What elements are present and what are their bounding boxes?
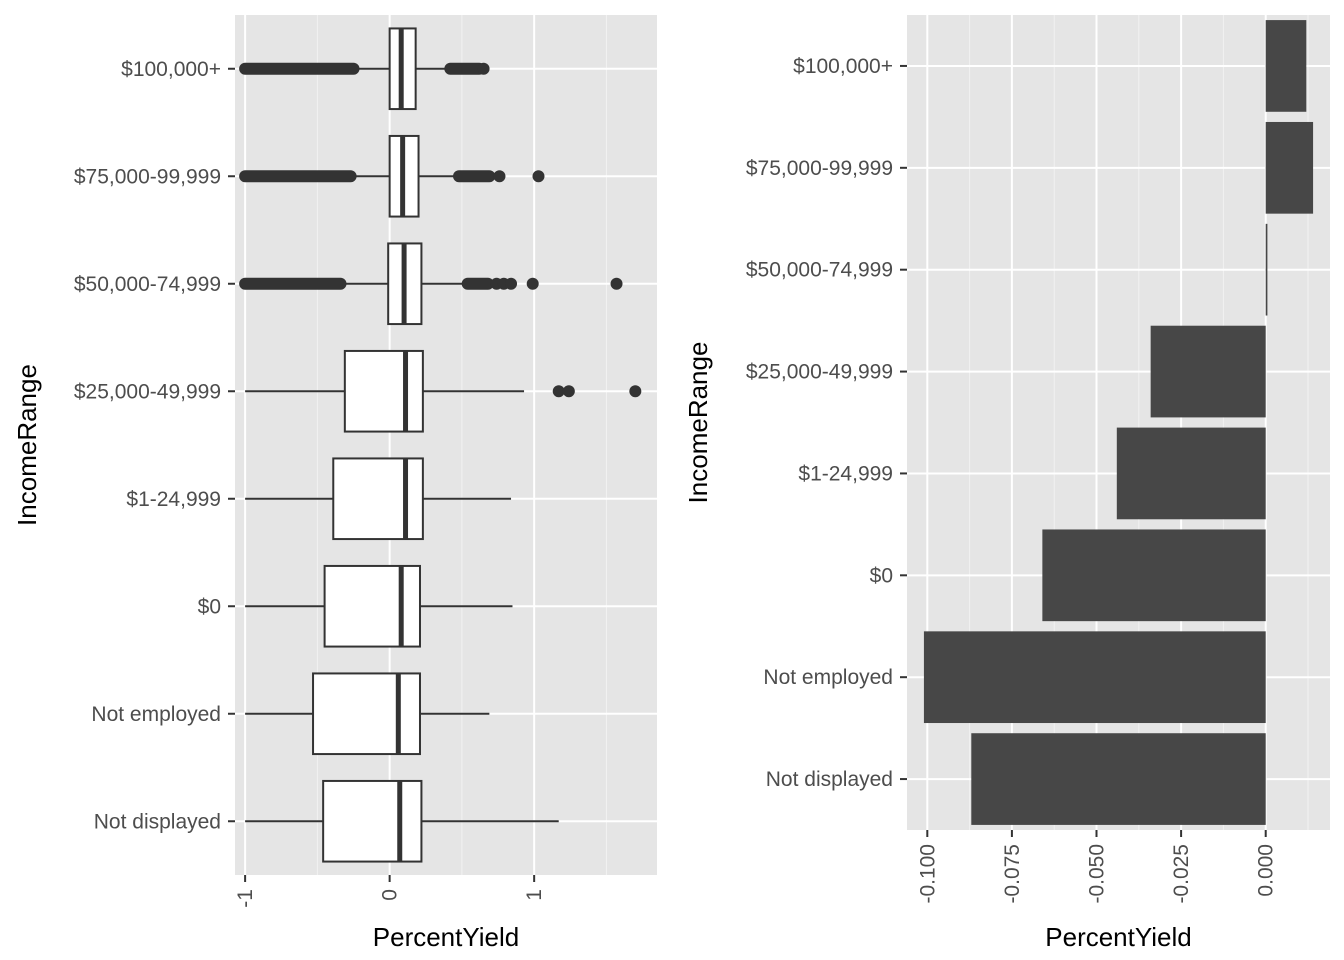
y-tick-label: $50,000-74,999 xyxy=(74,273,221,296)
outlier-point xyxy=(610,277,623,290)
box-iqr xyxy=(343,349,424,433)
y-tick-label: $75,000-99,999 xyxy=(74,165,221,188)
y-tick-label: $75,000-99,999 xyxy=(746,157,893,180)
box-50-000-74-999 xyxy=(239,242,623,326)
box-0 xyxy=(245,564,513,648)
y-tick-label: $50,000-74,999 xyxy=(746,259,893,282)
bar-axes: Not displayed Not employed $0 $1-24,999 $25,… xyxy=(746,55,1278,904)
boxplot-chart: Not displayed Not employed $0 $1-24,999 $25,… xyxy=(12,15,657,952)
box-iqr xyxy=(312,672,421,756)
bar-25-000-49-999 xyxy=(1150,325,1266,418)
y-tick-label: $1-24,999 xyxy=(798,462,893,485)
bar-marks xyxy=(923,20,1314,825)
x-tick-label: 1 xyxy=(523,889,546,901)
y-tick-label: $100,000+ xyxy=(121,58,221,81)
bar-1-24-999 xyxy=(1116,427,1266,520)
box-25-000-49-999 xyxy=(245,349,642,433)
y-tick-label: Not employed xyxy=(91,703,221,726)
bar-50-000-74-999 xyxy=(1265,223,1268,316)
box-not-employed xyxy=(245,672,490,756)
y-tick-label: $0 xyxy=(198,595,221,618)
y-tick-label: $0 xyxy=(870,564,893,587)
bar-y-axis-title: IncomeRange xyxy=(683,342,713,504)
y-tick-label: $25,000-49,999 xyxy=(74,380,221,403)
x-tick-label: -0.050 xyxy=(1086,844,1109,904)
y-tick-label: $100,000+ xyxy=(793,55,893,78)
y-tick-label: $25,000-49,999 xyxy=(746,361,893,384)
boxplot-y-axis-title: IncomeRange xyxy=(12,364,42,526)
outlier-point xyxy=(505,277,518,290)
x-tick-label: -1 xyxy=(234,889,257,908)
x-tick-label: -0.025 xyxy=(1170,844,1193,904)
x-tick-label: -0.100 xyxy=(916,844,939,904)
y-tick-label: Not displayed xyxy=(766,768,893,791)
y-tick-label: $1-24,999 xyxy=(126,488,221,511)
bar-75-000-99-999 xyxy=(1265,121,1314,214)
bar-100-000 xyxy=(1265,20,1307,112)
box-100-000 xyxy=(239,27,490,111)
outlier-point xyxy=(552,385,565,398)
outlier-point xyxy=(477,62,490,75)
y-tick-label: Not employed xyxy=(763,666,893,689)
boxplot-panel-background xyxy=(235,15,657,875)
outlier-point xyxy=(629,385,642,398)
box-1-24-999 xyxy=(245,457,512,541)
outlier-point xyxy=(526,277,539,290)
bar-chart: Not displayed Not employed $0 $1-24,999 $25,… xyxy=(683,15,1330,952)
x-tick-label: 0 xyxy=(379,889,402,901)
boxplot-x-axis-title: PercentYield xyxy=(373,922,519,952)
x-tick-label: -0.075 xyxy=(1001,844,1024,904)
x-tick-label: 0.000 xyxy=(1255,844,1278,897)
outlier-point xyxy=(532,170,545,183)
box-iqr xyxy=(332,457,424,541)
bar-x-axis-title: PercentYield xyxy=(1045,922,1191,952)
box-iqr xyxy=(323,564,421,648)
box-75-000-99-999 xyxy=(239,134,545,218)
outlier-point xyxy=(562,385,575,398)
y-tick-label: Not displayed xyxy=(94,810,221,833)
bar-not-displayed xyxy=(971,733,1266,825)
bar-0 xyxy=(1042,529,1266,622)
bar-not-employed xyxy=(923,631,1266,724)
box-not-displayed xyxy=(245,779,559,863)
boxplot-marks xyxy=(239,27,642,863)
box-iqr xyxy=(322,779,423,863)
boxplot-axes: Not displayed Not employed $0 $1-24,999 $25,… xyxy=(74,58,546,908)
outlier-point xyxy=(493,170,506,183)
